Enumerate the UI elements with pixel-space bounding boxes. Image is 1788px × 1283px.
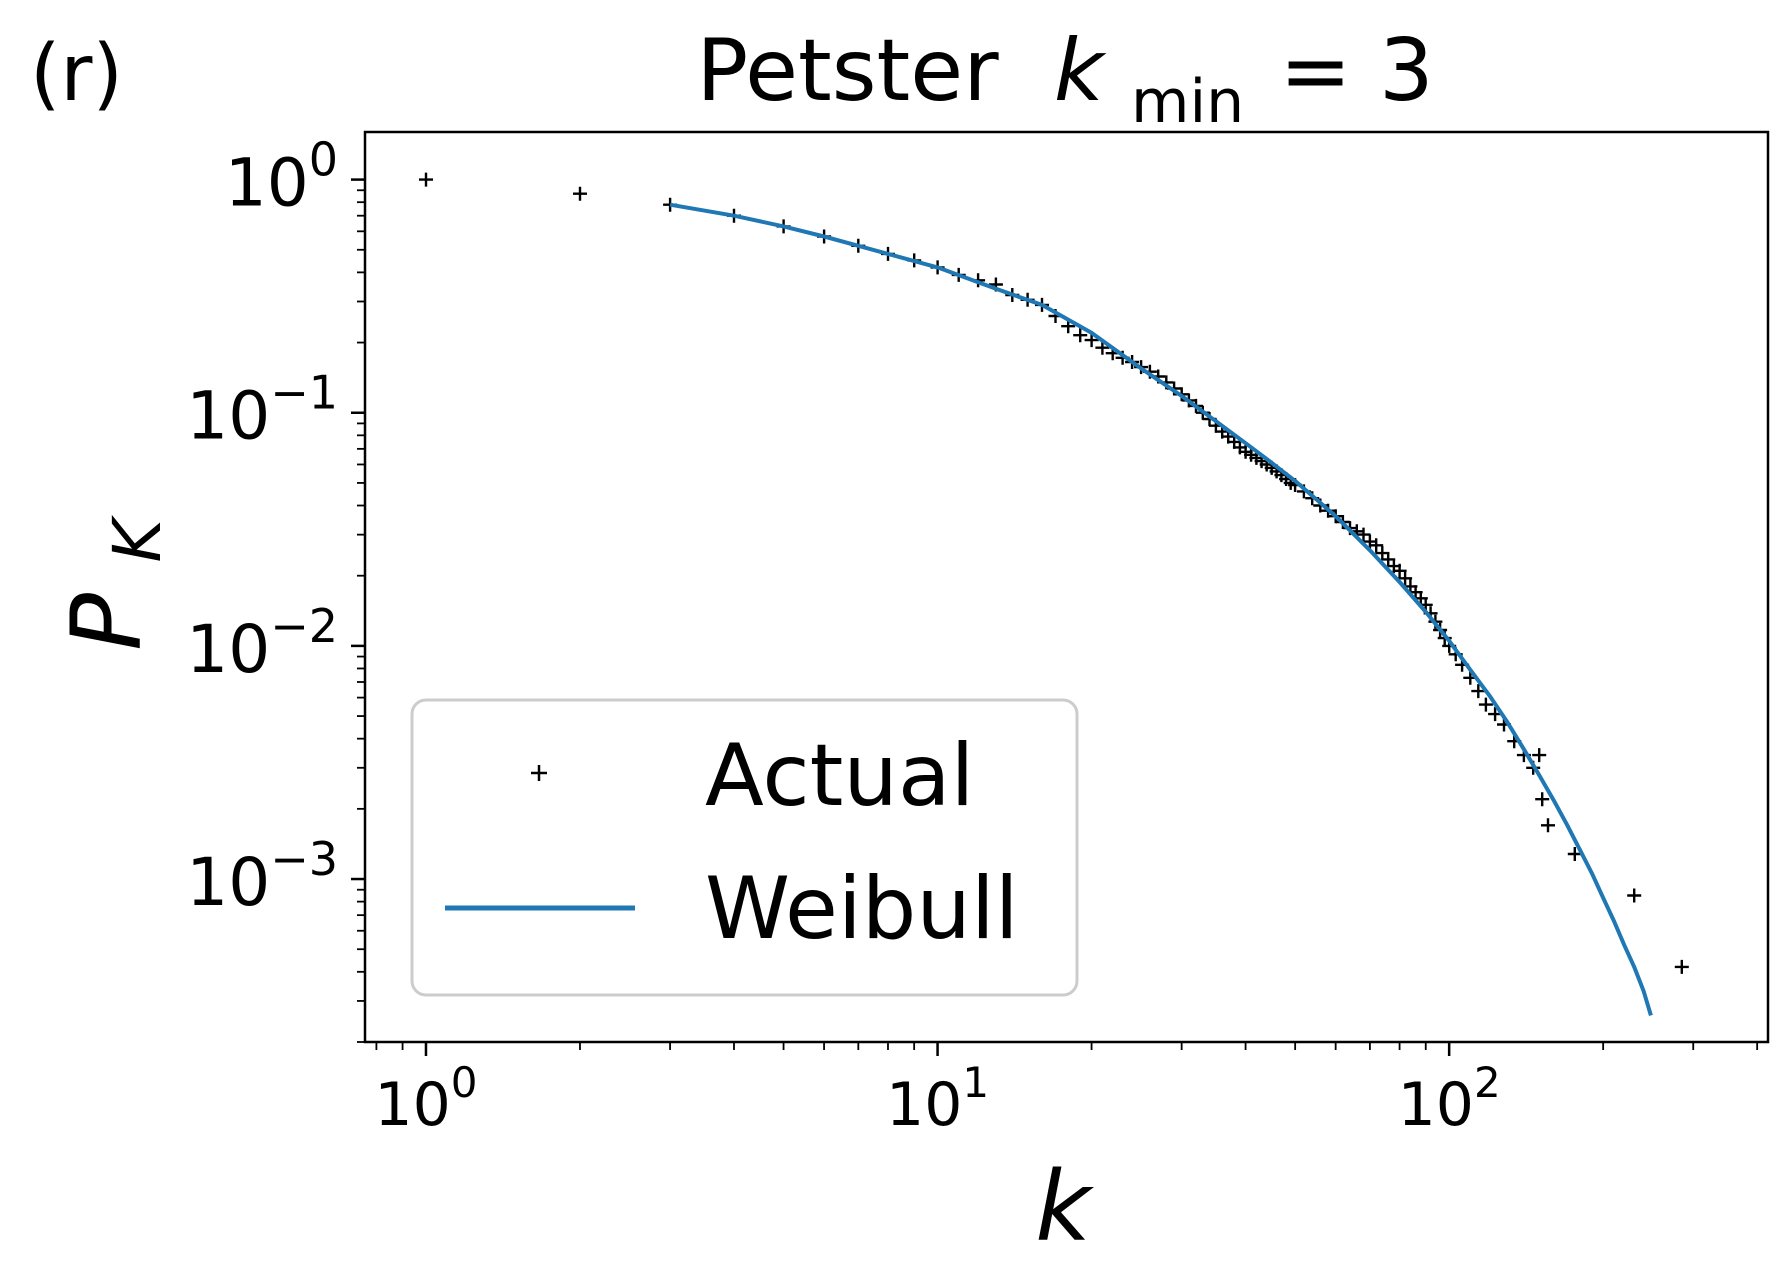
- y-axis-label-base: P: [51, 593, 163, 651]
- x-tick-label: 101: [886, 1058, 989, 1140]
- y-axis-label-subscript: K: [99, 514, 176, 562]
- legend: Actual Weibull: [410, 698, 1079, 997]
- data-point-actual: [573, 186, 587, 201]
- chart-title-prefix: Petster: [696, 21, 999, 121]
- data-point-actual: [1084, 333, 1099, 348]
- legend-marker-actual: [531, 765, 547, 781]
- y-tick-label-exponent: −1: [270, 366, 338, 420]
- plot-frame: [363, 130, 1770, 1044]
- y-tick-label: 10−2: [186, 599, 338, 688]
- data-point-actual: [1356, 527, 1371, 542]
- y-tick-label-exponent: −2: [270, 599, 338, 653]
- y-tick-label-base: 10: [186, 844, 270, 921]
- series-line-weibull: [669, 202, 1653, 1016]
- x-axis: 100 101 102: [374, 1042, 1759, 1140]
- x-tick-label: 100: [374, 1058, 477, 1140]
- x-tick-label-exponent: 2: [1474, 1058, 1501, 1107]
- legend-entry-actual: Actual: [531, 726, 974, 826]
- y-tick-label-exponent: 0: [309, 133, 338, 187]
- chart-title-suffix: = 3: [1280, 21, 1434, 121]
- x-tick-label-base: 10: [374, 1070, 450, 1140]
- data-point-actual: [1392, 563, 1407, 578]
- x-tick-label: 102: [1398, 1058, 1501, 1140]
- legend-label-weibull: Weibull: [705, 859, 1019, 959]
- y-axis-label: P K: [51, 514, 176, 650]
- x-tick-label-exponent: 1: [962, 1058, 989, 1107]
- data-point-actual: [1535, 792, 1550, 807]
- x-tick-label-exponent: 0: [451, 1058, 478, 1107]
- data-point-actual: [1532, 748, 1547, 763]
- legend-label-actual: Actual: [705, 726, 974, 826]
- chart-title-subscript: min: [1131, 67, 1244, 137]
- y-tick-label: 10−3: [186, 832, 338, 921]
- data-point-actual: [1471, 684, 1486, 699]
- y-tick-label-exponent: −3: [270, 832, 338, 886]
- y-tick-label: 10−1: [186, 366, 338, 455]
- panel-label: (r): [30, 29, 123, 119]
- data-point-actual: [1375, 546, 1390, 561]
- x-axis-label: k: [1035, 1151, 1094, 1263]
- data-point-actual: [1398, 571, 1413, 586]
- legend-entry-weibull: Weibull: [445, 859, 1019, 959]
- data-point-actual: [1567, 847, 1582, 861]
- data-point-actual: [1478, 697, 1493, 712]
- x-tick-label-base: 10: [886, 1070, 962, 1140]
- legend-box: [410, 698, 1079, 997]
- chart-title: Petster k min = 3: [696, 21, 1433, 143]
- data-point-actual: [1541, 818, 1555, 833]
- y-tick-label-base: 10: [186, 611, 270, 688]
- data-point-actual: [1674, 959, 1689, 974]
- data-point-actual: [419, 172, 433, 187]
- data-point-actual: [1369, 538, 1384, 553]
- data-point-actual: [1073, 328, 1088, 343]
- chart-title-variable: k: [1054, 21, 1107, 121]
- y-tick-label-base: 10: [186, 378, 270, 455]
- plot-area: [419, 172, 1689, 1016]
- y-tick-label: 100: [225, 133, 338, 222]
- x-tick-label-base: 10: [1398, 1070, 1474, 1140]
- data-point-actual: [1627, 888, 1642, 903]
- y-tick-label-base: 10: [225, 145, 309, 222]
